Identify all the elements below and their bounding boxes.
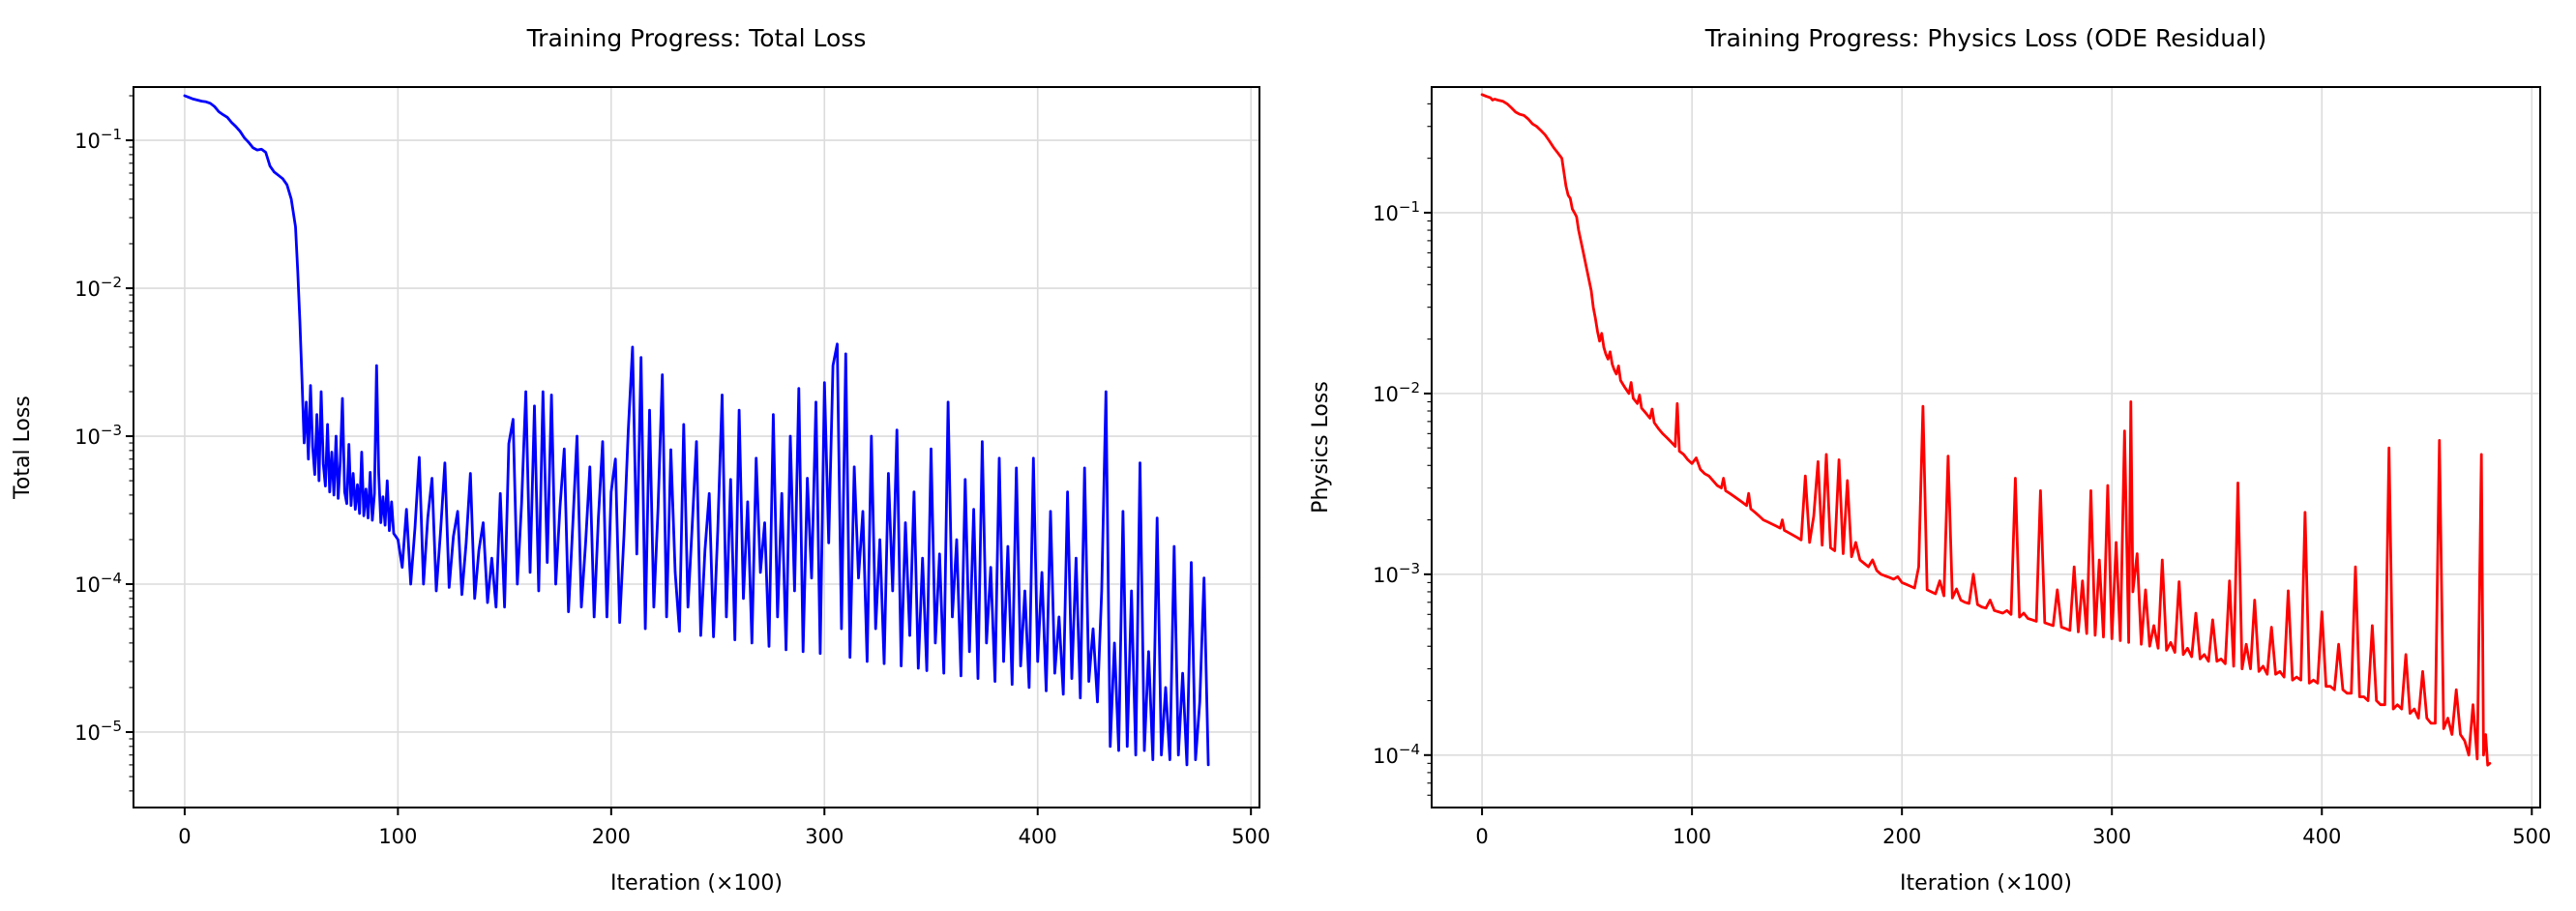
y-tick-label: 10−5 [74, 718, 122, 745]
x-tick-label: 300 [2092, 825, 2131, 848]
x-tick-label: 0 [178, 825, 191, 848]
y-axis-label: Total Loss [11, 396, 35, 500]
x-tick-label: 500 [1231, 825, 1270, 848]
x-tick-label: 200 [1882, 825, 1921, 848]
y-minor-ticks [129, 95, 133, 792]
chart-total-loss: 0 100 200 300 400 500 10−1 10−2 10−3 10−4 10−5 Trai… [11, 24, 1270, 896]
plot-area [1432, 87, 2540, 808]
chart-physics-loss: 0 100 200 300 400 500 10−1 10−2 10−3 10−4 Training… [1309, 24, 2551, 896]
x-axis: 0 100 200 300 400 500 [178, 808, 1270, 848]
x-tick-label: 500 [2512, 825, 2551, 848]
y-tick-label: 10−4 [1373, 741, 1420, 768]
x-tick-label: 300 [805, 825, 844, 848]
x-tick-label: 100 [1673, 825, 1711, 848]
x-tick-label: 400 [1019, 825, 1057, 848]
x-tick-label: 400 [2302, 825, 2341, 848]
x-tick-label: 200 [592, 825, 631, 848]
y-axis: 10−1 10−2 10−3 10−4 10−5 [74, 126, 133, 745]
axes-spines [133, 86, 1260, 808]
y-tick-label: 10−1 [74, 126, 122, 153]
x-axis: 0 100 200 300 400 500 [1475, 808, 2551, 848]
grid-lines [1432, 87, 2540, 808]
axes-spines [1431, 86, 2541, 808]
y-minor-ticks [1427, 103, 1432, 796]
y-tick-label: 10−4 [74, 570, 122, 597]
total-loss-curve [183, 94, 1210, 767]
y-tick-label: 10−2 [1373, 379, 1420, 406]
chart-title: Training Progress: Total Loss [526, 24, 867, 52]
x-axis-label: Iteration (×100) [1900, 871, 2072, 896]
y-tick-label: 10−3 [1373, 560, 1420, 587]
x-tick-label: 100 [378, 825, 417, 848]
chart-title: Training Progress: Physics Loss (ODE Res… [1704, 24, 2267, 52]
y-tick-label: 10−3 [74, 422, 122, 449]
y-tick-label: 10−1 [1373, 198, 1420, 225]
y-axis-label: Physics Loss [1309, 381, 1333, 514]
x-axis-label: Iteration (×100) [610, 871, 783, 896]
x-tick-label: 0 [1475, 825, 1488, 848]
physics-loss-curve [1480, 93, 2492, 767]
y-axis: 10−1 10−2 10−3 10−4 [1373, 198, 1432, 768]
y-tick-label: 10−2 [74, 274, 122, 301]
